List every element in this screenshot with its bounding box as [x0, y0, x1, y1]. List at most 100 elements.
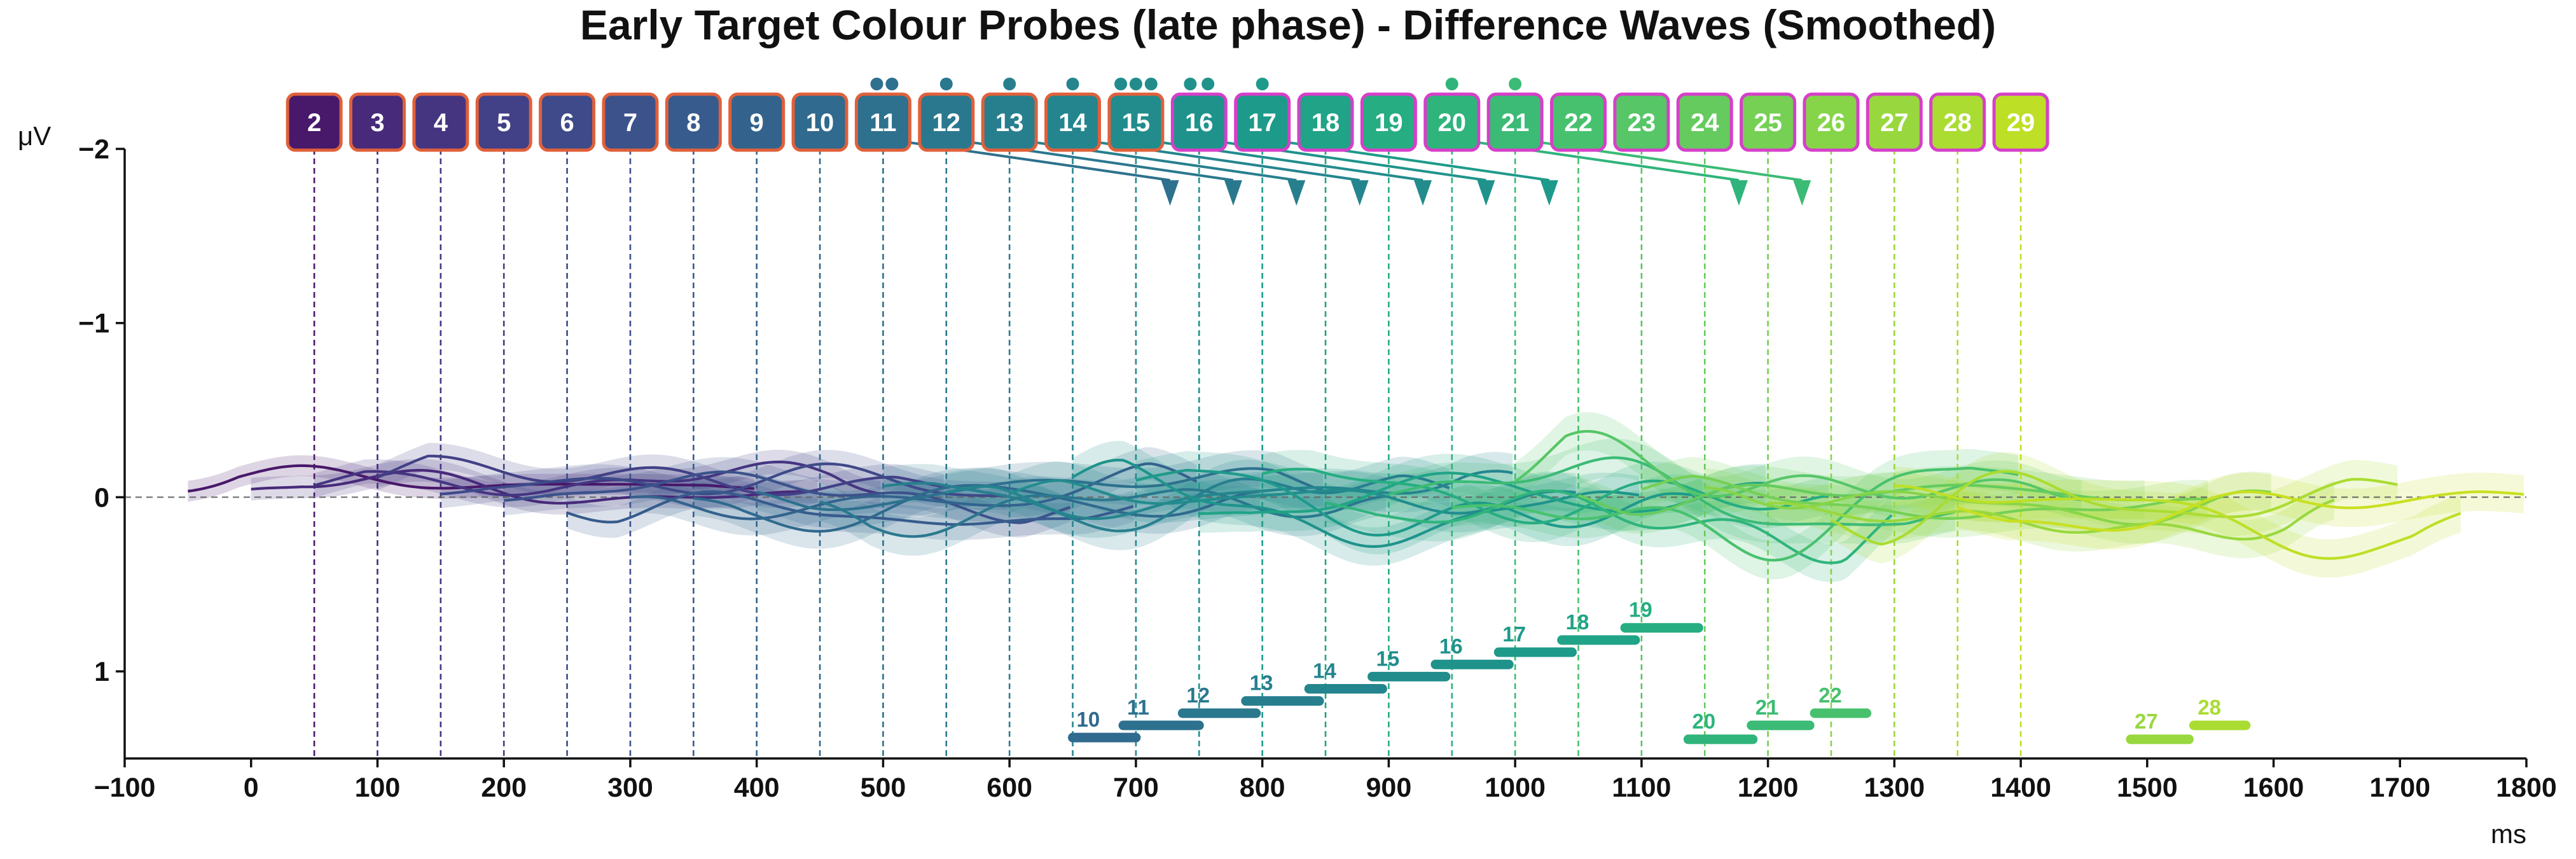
pointer-arrowhead: [1729, 180, 1748, 206]
probe-label: 5: [497, 109, 511, 137]
significance-dot: [885, 78, 899, 90]
probe-label: 17: [1248, 109, 1277, 137]
x-tick-label: 600: [987, 772, 1032, 803]
pointer-arrowhead: [1224, 180, 1242, 206]
probe-label-box: [1803, 92, 1860, 152]
y-axis-unit-label: μV: [18, 121, 51, 151]
error-band: [1894, 466, 2461, 578]
y-tick-label: −2: [78, 134, 109, 165]
probe-label-box: [1992, 92, 2049, 152]
significance-segment-label: 16: [1439, 634, 1463, 658]
probe-label: 24: [1691, 109, 1719, 137]
probe-label: 23: [1628, 109, 1656, 137]
probe-label-box: [1297, 92, 1354, 152]
probe-label-box: [349, 92, 406, 152]
significance-dot: [1509, 78, 1522, 90]
pointer-arrowhead: [1540, 180, 1558, 206]
significance-segments: 10 11 12 13 14 15 16 17 18 19 20 21 22 27 28: [1068, 598, 2251, 744]
pointer-arrowhead: [1477, 180, 1495, 206]
wave-line: [1894, 484, 2462, 560]
x-tick-label: 1000: [1485, 772, 1546, 803]
significance-dot: [1144, 78, 1158, 90]
x-tick-label: 500: [861, 772, 906, 803]
probe-label-box: [1044, 92, 1102, 152]
probe-label: 8: [686, 109, 700, 137]
probe-label-box: [1107, 92, 1165, 152]
significance-dot: [1129, 78, 1142, 90]
wave-line: [504, 470, 1071, 524]
probe-label-box: [1929, 92, 1986, 152]
x-tick-label: 1800: [2496, 772, 2557, 803]
wave-line: [377, 454, 945, 496]
probe-label: 2: [307, 109, 321, 137]
wave-line: [756, 467, 1324, 512]
significance-segment-label: 14: [1313, 659, 1336, 683]
significance-segment-label: 27: [2135, 709, 2158, 733]
significance-segment-label: 28: [2198, 695, 2221, 719]
significance-dot: [1184, 78, 1197, 90]
wave-line: [1072, 458, 1640, 548]
probe-label-box: [286, 92, 343, 152]
x-tick-label: 1600: [2243, 772, 2304, 803]
significance-dot: [1256, 78, 1269, 90]
probe-label: 11: [869, 109, 896, 137]
error-band: [1262, 450, 1829, 543]
probe-label: 29: [2007, 109, 2035, 137]
probe-label: 27: [1880, 109, 1909, 137]
probe-label: 7: [623, 109, 637, 137]
probe-label: 19: [1375, 109, 1403, 137]
wave-line: [1830, 470, 2398, 546]
x-tick-label: 0: [244, 772, 259, 803]
significance-dot: [1114, 78, 1128, 90]
significance-segment-label: 12: [1186, 683, 1210, 707]
pointer-arrowhead: [1414, 180, 1432, 206]
probe-label: 10: [806, 109, 834, 137]
error-band: [1388, 438, 1955, 544]
probe-label: 22: [1564, 109, 1593, 137]
probe-label: 12: [932, 109, 961, 137]
significance-segment-label: 19: [1629, 598, 1652, 622]
significance-dot: [1201, 78, 1215, 90]
probe-label: 20: [1437, 109, 1466, 137]
wave-line: [1262, 468, 1829, 525]
pointer-arrowhead: [1793, 180, 1811, 206]
wave-line: [314, 460, 881, 497]
error-band: [1641, 457, 2208, 538]
pointer-arrowhead: [1161, 180, 1179, 206]
significance-dot: [1066, 78, 1079, 90]
significance-segment-label: 22: [1818, 683, 1842, 707]
probe-label: 4: [434, 109, 448, 137]
significance-segment-label: 21: [1755, 695, 1779, 719]
significance-dot: [1445, 78, 1458, 90]
probe-label: 6: [560, 109, 574, 137]
significance-segment-label: 10: [1077, 708, 1100, 731]
error-band: [1768, 480, 2334, 559]
wave-lines: [188, 429, 2524, 564]
wave-line: [1199, 471, 1766, 515]
x-tick-label: 700: [1113, 772, 1159, 803]
wave-line: [1768, 498, 2335, 541]
x-tick-label: 1700: [2369, 772, 2430, 803]
x-tick-label: 300: [607, 772, 653, 803]
probe-label-box: [728, 92, 786, 152]
significance-dot: [870, 78, 883, 90]
wave-line: [1957, 490, 2524, 532]
probe-label: 15: [1122, 109, 1151, 137]
probe-label-box: [475, 92, 532, 152]
x-tick-label: 400: [734, 772, 780, 803]
probe-label-box: [791, 92, 848, 152]
probe-label: 28: [1943, 109, 1972, 137]
error-band: [1451, 449, 2019, 580]
x-tick-label: 200: [481, 772, 527, 803]
error-band: [1135, 450, 1703, 555]
x-tick-label: −100: [94, 772, 156, 803]
probe-label-box: [918, 92, 975, 152]
significance-dot: [939, 78, 953, 90]
significance-segment-label: 11: [1127, 695, 1149, 719]
error-band: [1326, 471, 1892, 582]
x-axis-unit-label: ms: [2491, 819, 2526, 849]
significance-segment-label: 13: [1250, 671, 1273, 695]
pointer-arrowhead: [1287, 180, 1306, 206]
significance-dot: [1003, 78, 1016, 90]
